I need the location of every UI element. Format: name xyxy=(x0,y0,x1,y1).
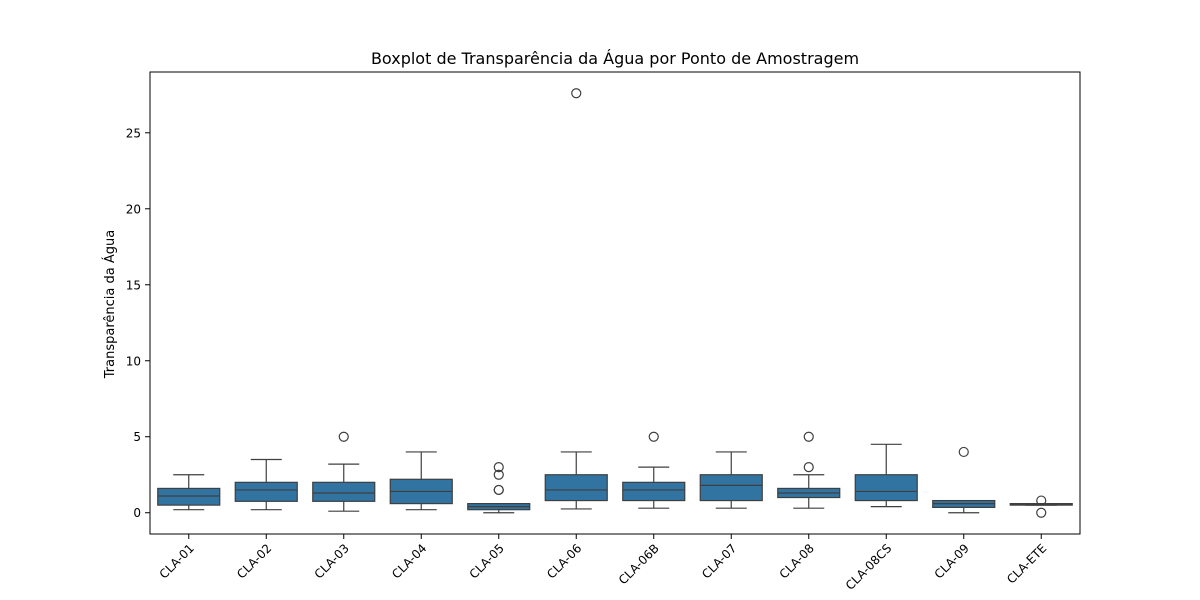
iqr-box xyxy=(854,474,918,502)
box-CLA-06B xyxy=(622,431,686,509)
iqr-box xyxy=(312,481,376,502)
y-tick-label: 0 xyxy=(133,506,141,520)
iqr-box xyxy=(157,487,221,506)
outlier-point xyxy=(958,446,969,458)
outlier-point xyxy=(338,431,349,442)
box-CLA-ETE xyxy=(1009,495,1073,518)
outlier-point xyxy=(803,431,814,442)
outlier-point xyxy=(571,88,582,99)
iqr-box xyxy=(234,481,298,502)
box-CLA-01 xyxy=(157,474,221,511)
box-CLA-07 xyxy=(699,451,763,509)
box-CLA-06 xyxy=(544,88,608,510)
iqr-box xyxy=(699,474,763,502)
chart-title: Boxplot de Transparência da Água por Pon… xyxy=(371,49,859,68)
outlier-point xyxy=(493,469,504,480)
box-CLA-02 xyxy=(234,458,298,511)
y-tick-label: 20 xyxy=(126,202,141,216)
box-CLA-08CS xyxy=(854,443,918,508)
plot-area-frame xyxy=(149,71,1081,535)
outlier-point xyxy=(648,431,659,442)
box-CLA-03 xyxy=(312,431,376,512)
box-CLA-05 xyxy=(467,462,531,514)
outlier-point xyxy=(1036,507,1047,518)
y-axis-label: Transparência da Água xyxy=(102,230,118,379)
y-axis: 0 5 10 15 20 25 xyxy=(126,126,150,520)
outlier-point xyxy=(1036,495,1047,506)
boxes-group xyxy=(157,88,1073,518)
box-CLA-04 xyxy=(389,451,453,511)
outlier-point xyxy=(493,462,504,473)
iqr-box xyxy=(622,481,686,502)
box-CLA-08 xyxy=(777,431,841,509)
y-tick-label: 5 xyxy=(133,430,141,444)
outlier-point xyxy=(803,462,814,473)
iqr-box xyxy=(544,474,608,502)
y-tick-label: 15 xyxy=(126,278,141,292)
y-tick-label: 25 xyxy=(126,126,141,140)
outlier-point xyxy=(493,484,504,496)
y-tick-label: 10 xyxy=(126,354,141,368)
box-CLA-09 xyxy=(932,446,996,514)
